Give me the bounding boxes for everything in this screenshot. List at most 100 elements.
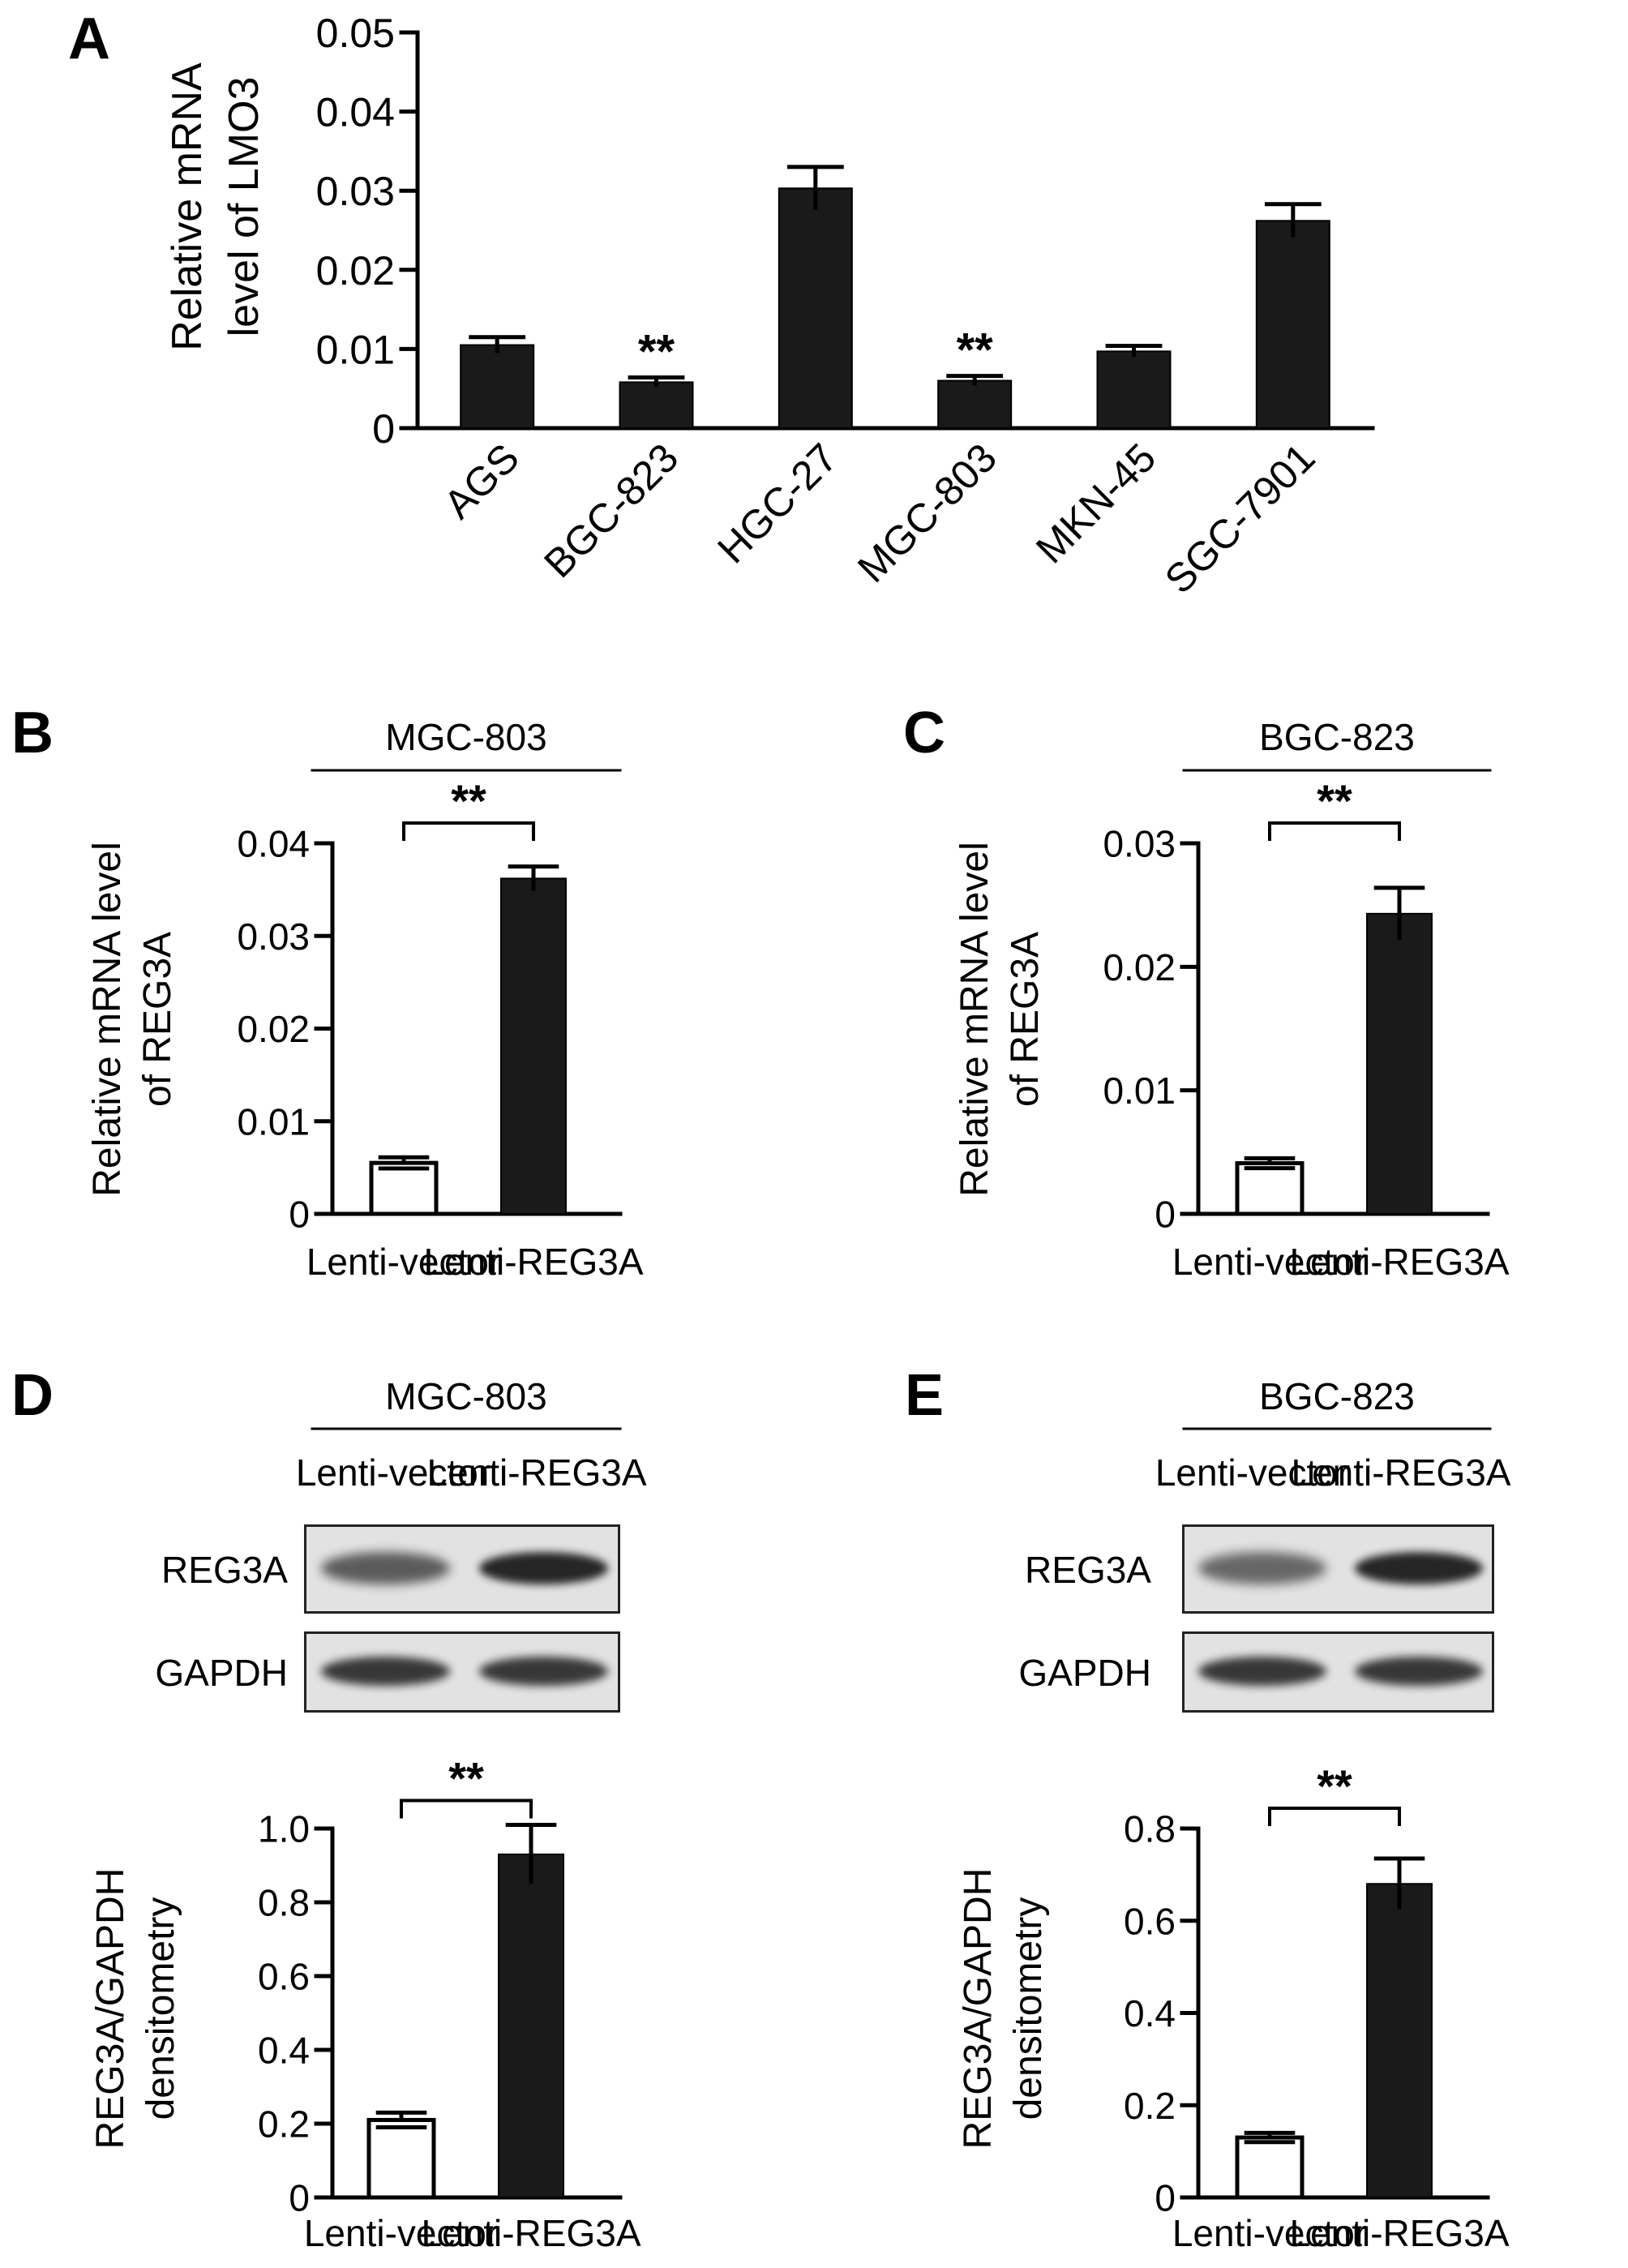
y-tick-label-c: 0.03 bbox=[1103, 823, 1176, 865]
x-tick-label-a: HGC-27 bbox=[709, 435, 846, 572]
bar-a-2 bbox=[778, 187, 853, 429]
x-tick-label-b: Lenti-vector bbox=[306, 1241, 501, 1283]
y-tick-label-d: 1.0 bbox=[258, 1808, 310, 1850]
x-tick-label-a: MKN-45 bbox=[1027, 435, 1164, 572]
blot-header-d: MGC-803 bbox=[385, 1375, 546, 1417]
blot-band bbox=[1354, 1657, 1483, 1686]
bar-a-5 bbox=[1255, 220, 1330, 429]
significance-bracket-label-d: ** bbox=[448, 1752, 484, 1803]
significance-bracket-d bbox=[400, 1799, 533, 1819]
panel-letter-e: E bbox=[905, 1363, 944, 1428]
panel-letter-d: D bbox=[11, 1363, 54, 1428]
x-tick-label-a: SGC-7901 bbox=[1156, 435, 1324, 602]
x-tick-label-c: Lenti-vector bbox=[1172, 1241, 1367, 1283]
y-tick-label-d: 0.8 bbox=[258, 1882, 310, 1924]
y-tick-label-d: 0.2 bbox=[258, 2103, 310, 2146]
y-tick-label-a: 0 bbox=[372, 406, 395, 452]
x-tick-label-c: Lenti-REG3A bbox=[1289, 1241, 1509, 1283]
bar-a-1 bbox=[619, 381, 694, 429]
bar-a-4 bbox=[1096, 350, 1172, 429]
y-tick-label-d: 0.4 bbox=[258, 2030, 310, 2072]
bar-c-0 bbox=[1235, 1161, 1305, 1216]
y-tick-label-c: 0.02 bbox=[1103, 946, 1176, 988]
x-tick-label-a: BGC-823 bbox=[535, 435, 687, 586]
y-axis-label-a: Relative mRNA bbox=[164, 62, 211, 351]
y-tick-label-d: 0.6 bbox=[258, 1956, 310, 1998]
y-axis-label-e: densitometry bbox=[1007, 1897, 1050, 2120]
blot-band bbox=[1354, 1552, 1483, 1584]
blot-strip-d-reg3a bbox=[304, 1524, 620, 1614]
blot-header-e: BGC-823 bbox=[1259, 1375, 1415, 1417]
blot-band bbox=[1198, 1657, 1327, 1686]
blot-lane-label-d: Lenti-vector bbox=[296, 1451, 491, 1494]
x-tick-label-e: Lenti-REG3A bbox=[1289, 2212, 1509, 2254]
y-tick-label-e: 0.2 bbox=[1124, 2085, 1176, 2127]
x-tick-label-a: MGC-803 bbox=[849, 435, 1005, 591]
panel-letter-c: C bbox=[903, 701, 945, 765]
y-tick-label-b: 0.01 bbox=[237, 1100, 310, 1143]
bar-d-0 bbox=[366, 2117, 436, 2200]
blot-band bbox=[320, 1552, 451, 1584]
y-tick-label-c: 0.01 bbox=[1103, 1070, 1176, 1112]
blot-band bbox=[478, 1657, 609, 1686]
blot-band bbox=[1198, 1552, 1327, 1584]
y-axis-label-c: of REG3A bbox=[1004, 932, 1047, 1107]
y-tick-label-a: 0.01 bbox=[316, 327, 395, 372]
y-axis-label-b: of REG3A bbox=[136, 932, 179, 1107]
significance-bracket-e bbox=[1268, 1807, 1401, 1826]
significance-bracket-label-e: ** bbox=[1317, 1760, 1352, 1811]
y-tick-label-b: 0.02 bbox=[237, 1008, 310, 1050]
panel-header-b: MGC-803 bbox=[385, 716, 546, 758]
blot-strip-e-gapdh bbox=[1182, 1631, 1494, 1713]
bar-a-0 bbox=[460, 344, 535, 429]
y-tick-label-e: 0.4 bbox=[1124, 1992, 1176, 2034]
bar-b-1 bbox=[500, 877, 567, 1215]
significance-a-1: ** bbox=[638, 326, 675, 379]
x-tick-label-e: Lenti-vector bbox=[1172, 2212, 1367, 2254]
blot-lane-label-e: Lenti-REG3A bbox=[1291, 1451, 1510, 1494]
y-axis-label-e: REG3A/GAPDH bbox=[957, 1868, 1000, 2150]
panel-letter-a: A bbox=[68, 6, 110, 71]
x-tick-label-a: AGS bbox=[435, 435, 528, 527]
bar-c-1 bbox=[1366, 912, 1433, 1215]
y-axis-label-c: Relative mRNA level bbox=[953, 842, 996, 1196]
y-tick-label-b: 0.03 bbox=[237, 915, 310, 958]
blot-strip-d-gapdh bbox=[304, 1631, 620, 1713]
y-tick-label-d: 0 bbox=[289, 2177, 310, 2219]
bar-a-3 bbox=[937, 379, 1013, 430]
y-tick-label-c: 0 bbox=[1155, 1194, 1176, 1236]
y-tick-label-a: 0.04 bbox=[316, 90, 395, 135]
y-tick-label-b: 0 bbox=[289, 1194, 310, 1236]
significance-bracket-label-b: ** bbox=[451, 775, 486, 826]
y-axis-label-b: Relative mRNA level bbox=[86, 842, 129, 1196]
significance-a-3: ** bbox=[957, 324, 994, 377]
y-tick-label-e: 0.6 bbox=[1124, 1900, 1176, 1942]
y-tick-label-a: 0.05 bbox=[316, 11, 395, 56]
panel-letter-b: B bbox=[11, 701, 54, 765]
y-tick-label-a: 0.02 bbox=[316, 248, 395, 294]
blot-row-label-e-gapdh: GAPDH bbox=[1018, 1652, 1151, 1694]
blot-row-label-e-reg3a: REG3A bbox=[1025, 1549, 1151, 1591]
blot-band bbox=[478, 1552, 609, 1584]
significance-bracket-c bbox=[1268, 821, 1401, 841]
x-tick-label-d: Lenti-REG3A bbox=[421, 2212, 640, 2254]
blot-strip-e-reg3a bbox=[1182, 1524, 1494, 1614]
significance-bracket-label-c: ** bbox=[1317, 775, 1352, 826]
y-tick-label-e: 0.8 bbox=[1124, 1808, 1176, 1850]
y-axis-label-d: densitometry bbox=[139, 1897, 182, 2120]
blot-lane-label-e: Lenti-vector bbox=[1155, 1451, 1350, 1494]
x-tick-label-d: Lenti-vector bbox=[304, 2212, 499, 2254]
panel-header-c: BGC-823 bbox=[1259, 716, 1415, 758]
y-axis-label-d: REG3A/GAPDH bbox=[89, 1868, 132, 2150]
bar-d-1 bbox=[498, 1853, 564, 2199]
blot-row-label-d-gapdh: GAPDH bbox=[155, 1652, 288, 1694]
y-tick-label-b: 0.04 bbox=[237, 823, 310, 865]
blot-band bbox=[320, 1657, 451, 1686]
x-tick-label-b: Lenti-REG3A bbox=[423, 1241, 643, 1283]
bar-e-0 bbox=[1235, 2135, 1305, 2200]
y-axis-label-a: level of LMO3 bbox=[221, 77, 268, 337]
bar-b-0 bbox=[369, 1160, 439, 1216]
significance-bracket-b bbox=[402, 821, 535, 841]
